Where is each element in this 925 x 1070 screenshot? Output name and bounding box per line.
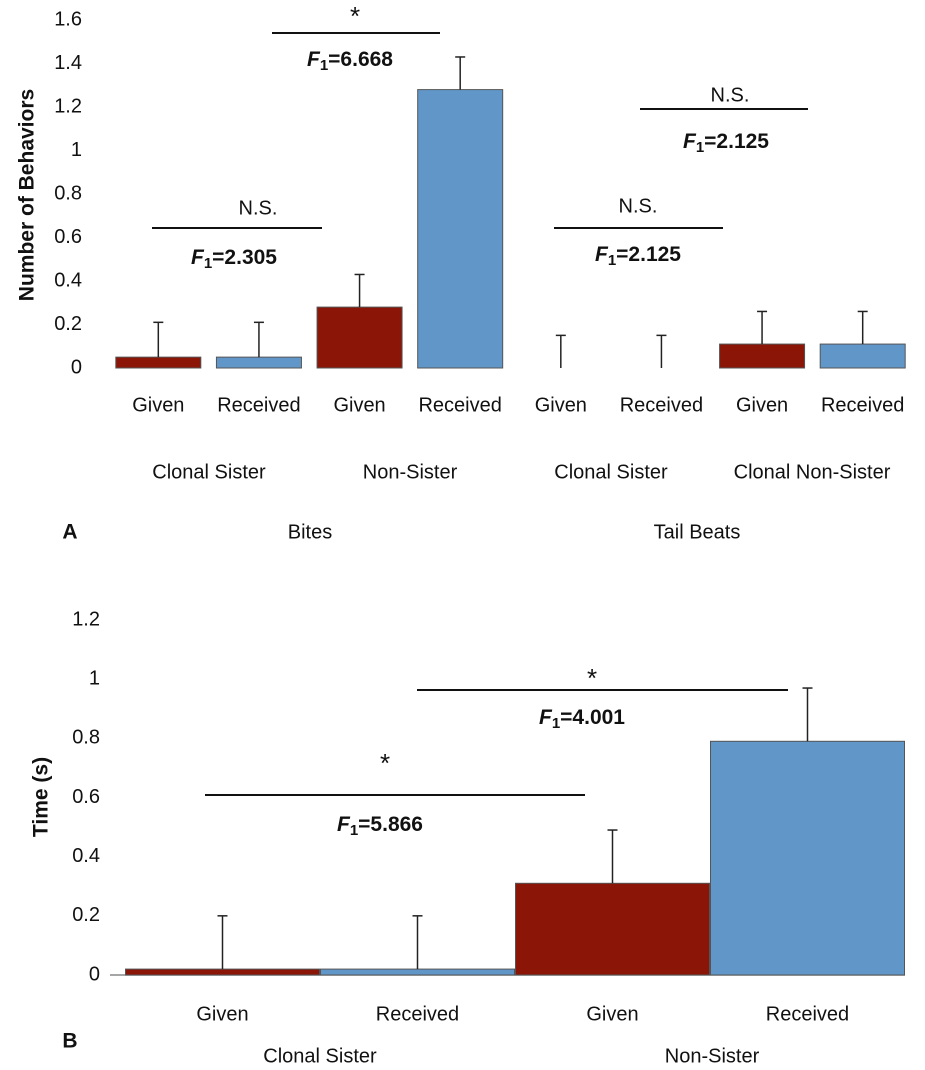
stat-symbol: F	[595, 243, 609, 266]
y-tick-label: 1	[89, 667, 100, 689]
stat-label: F1=6.668	[307, 48, 393, 74]
stat-value: =5.866	[358, 813, 423, 836]
y-tick-label: 0.6	[72, 786, 100, 808]
x-tick-label: Received	[418, 394, 501, 416]
x-tick-label: Given	[535, 394, 587, 416]
y-tick-label: 0.2	[72, 904, 100, 926]
stat-label: F1=2.125	[683, 130, 769, 156]
y-tick-label: 0.2	[54, 313, 82, 335]
stat-subscript: 1	[350, 822, 358, 839]
bar	[115, 356, 202, 369]
significance-label: *	[350, 1, 360, 31]
bar	[316, 306, 403, 369]
y-tick-label: 0.6	[54, 226, 82, 248]
stat-symbol: F	[539, 706, 553, 729]
error-bar	[412, 915, 423, 970]
stat-subscript: 1	[320, 57, 328, 74]
y-tick-label: 0.8	[54, 182, 82, 204]
y-tick-label: 0.8	[72, 727, 100, 749]
x-tick-label: Given	[196, 1003, 248, 1025]
x-tick-label: Given	[586, 1003, 638, 1025]
y-tick-label: 0.4	[54, 269, 82, 291]
y-tick-label: 1.2	[54, 95, 82, 117]
bar	[417, 89, 504, 369]
x-tick-label: Given	[132, 394, 184, 416]
significance-label: *	[587, 663, 597, 693]
panel-label: A	[62, 521, 77, 544]
x-tick-label: Received	[620, 394, 703, 416]
error-bar	[656, 334, 667, 368]
error-bar	[555, 334, 566, 368]
group-label: Clonal Sister	[263, 1045, 377, 1067]
panel-label: B	[62, 1030, 77, 1053]
y-tick-label: 1	[71, 139, 82, 161]
stat-label: F1=2.125	[595, 243, 681, 269]
stat-subscript: 1	[204, 255, 212, 272]
stat-value: =6.668	[328, 48, 393, 71]
stat-subscript: 1	[552, 715, 560, 732]
y-axis-title: Time (s)	[30, 757, 53, 837]
y-tick-label: 0.4	[72, 845, 100, 867]
stat-value: =4.001	[560, 706, 625, 729]
x-tick-label: Given	[333, 394, 385, 416]
supergroup-label: Bites	[288, 521, 332, 543]
y-tick-label: 0	[71, 356, 82, 378]
error-bar	[757, 310, 768, 345]
significance-label: N.S.	[239, 197, 278, 219]
y-axis-title: Number of Behaviors	[16, 89, 39, 301]
stat-symbol: F	[683, 130, 697, 153]
bar	[710, 740, 905, 976]
group-label: Clonal Non-Sister	[734, 461, 891, 483]
group-label: Clonal Sister	[152, 461, 266, 483]
stat-subscript: 1	[608, 252, 616, 269]
x-tick-label: Received	[766, 1003, 849, 1025]
bar	[215, 356, 302, 369]
error-bar	[802, 687, 813, 742]
stat-value: =2.125	[616, 243, 681, 266]
bar	[515, 882, 710, 976]
y-tick-label: 0	[89, 963, 100, 985]
significance-label: N.S.	[619, 195, 658, 217]
y-tick-label: 1.4	[54, 52, 82, 74]
y-tick-label: 1.2	[72, 608, 100, 630]
bar	[320, 968, 515, 976]
stat-label: F1=5.866	[337, 813, 423, 839]
error-bar	[354, 273, 365, 308]
error-bar	[455, 56, 466, 90]
x-tick-label: Received	[217, 394, 300, 416]
bar	[819, 343, 906, 369]
supergroup-label: Tail Beats	[654, 521, 741, 543]
stat-symbol: F	[307, 48, 321, 71]
error-bar	[253, 321, 264, 358]
stat-label: F1=4.001	[539, 706, 625, 732]
group-label: Clonal Sister	[554, 461, 668, 483]
stat-value: =2.125	[704, 130, 769, 153]
stat-value: =2.305	[212, 246, 277, 269]
stat-label: F1=2.305	[191, 246, 277, 272]
significance-label: N.S.	[711, 84, 750, 106]
group-label: Non-Sister	[665, 1045, 760, 1067]
stat-symbol: F	[191, 246, 205, 269]
x-tick-label: Received	[376, 1003, 459, 1025]
error-bar	[153, 321, 164, 358]
error-bar	[857, 310, 868, 345]
error-bar	[217, 915, 228, 970]
x-tick-label: Given	[736, 394, 788, 416]
bar	[719, 343, 806, 369]
y-tick-label: 1.6	[54, 8, 82, 30]
bar	[125, 968, 320, 976]
stat-symbol: F	[337, 813, 351, 836]
x-tick-label: Received	[821, 394, 904, 416]
significance-label: *	[380, 748, 390, 778]
stat-subscript: 1	[696, 139, 704, 156]
error-bar	[607, 829, 618, 884]
group-label: Non-Sister	[363, 461, 458, 483]
